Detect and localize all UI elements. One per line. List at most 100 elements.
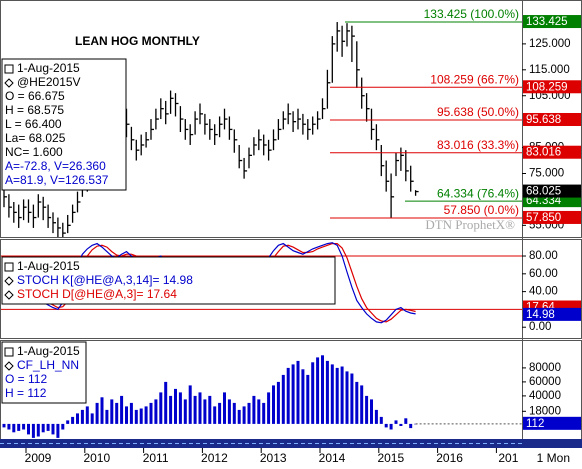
info-text: NC= 1.600	[5, 145, 63, 159]
bar	[316, 357, 320, 424]
bar	[276, 381, 280, 424]
bar	[355, 381, 359, 424]
bar	[311, 362, 315, 424]
info-box-frame	[1, 58, 127, 191]
bar	[174, 388, 177, 424]
bar	[286, 367, 290, 424]
bar	[115, 402, 119, 424]
bar	[61, 423, 65, 430]
value-box	[523, 416, 581, 430]
bar	[36, 423, 40, 437]
info-icon	[4, 64, 14, 74]
info-text: O = 66.675	[5, 89, 65, 103]
x-tick-label: 2010	[83, 451, 110, 465]
bar	[232, 402, 236, 424]
bar	[257, 399, 261, 424]
value-box-label: 14.98	[526, 309, 555, 321]
info-icon	[4, 276, 14, 286]
info-text: A=81.9, V=126.537	[5, 173, 109, 187]
bar	[262, 402, 266, 424]
legend-entry: STOCH K[@HE@A,3,14]= 14.98	[17, 273, 193, 287]
y-tick-label: 60000	[529, 376, 561, 388]
bar	[335, 367, 339, 424]
info-text: H = 68.575	[5, 103, 64, 117]
bar	[252, 395, 256, 424]
bar	[193, 395, 197, 424]
bar	[125, 406, 128, 424]
y-tick-label: 40000	[529, 390, 561, 402]
bar	[296, 360, 300, 424]
value-box	[523, 307, 581, 321]
bar	[227, 399, 231, 424]
bar	[384, 423, 388, 428]
info-text: 1-Aug-2015	[17, 344, 80, 358]
bar	[12, 423, 16, 433]
y-tick-label: 125.000	[529, 38, 571, 50]
bar	[46, 423, 50, 431]
info-box-frame	[1, 256, 336, 305]
bar	[90, 413, 94, 424]
bar	[213, 406, 217, 424]
fib-box-label: 57.850	[526, 212, 561, 224]
bar	[301, 369, 305, 424]
x-tick-label: 201	[498, 451, 518, 465]
bar	[237, 409, 241, 424]
info-text: A=-72.8, V=26.360	[5, 159, 106, 173]
fib-label: 95.638 (50.0%)	[437, 105, 519, 119]
bar	[370, 399, 373, 424]
bar	[71, 416, 75, 424]
fib-box-label: 108.259	[526, 81, 568, 93]
info-box-frame	[1, 341, 87, 404]
info-text: @HE2015V	[17, 75, 81, 89]
bar	[409, 423, 413, 429]
x-tick-label: 2013	[260, 451, 287, 465]
fib-label: 57.850 (0.0%)	[444, 203, 519, 217]
info-icon	[4, 262, 14, 272]
bar	[105, 409, 109, 424]
bar	[178, 392, 182, 424]
bar	[31, 423, 35, 438]
fib-box	[523, 15, 581, 29]
bar	[218, 402, 222, 424]
chart-title: LEAN HOG MONTHLY	[75, 34, 200, 48]
bar	[80, 409, 84, 424]
bar	[159, 392, 163, 424]
y-tick-label: 40.00	[529, 286, 558, 298]
bar	[17, 423, 21, 431]
fib-box-label: 64.334	[526, 195, 562, 207]
x-tick-label: 2016	[436, 451, 463, 465]
bar	[399, 423, 403, 426]
bar	[340, 366, 344, 424]
bar	[330, 364, 334, 424]
bar	[306, 374, 310, 424]
bar	[365, 395, 369, 424]
cf-bars	[2, 355, 418, 438]
price-bars	[3, 22, 419, 237]
info-text: H = 112	[5, 386, 47, 400]
bar	[2, 423, 6, 428]
bar	[76, 413, 79, 424]
bar	[350, 373, 354, 424]
last-price-box	[523, 184, 581, 198]
y-tick-label: 115.000	[529, 64, 570, 76]
fib-box-label: 95.638	[526, 114, 561, 126]
period-label: 1 Mon	[537, 451, 570, 465]
info-text: La= 68.025	[5, 131, 66, 145]
value-box-label: 112	[526, 418, 544, 430]
fib-label: 83.016 (33.3%)	[437, 138, 519, 152]
legend-entry: STOCH D[@HE@A,3]= 17.64	[17, 287, 177, 301]
bar	[242, 406, 246, 424]
bar	[139, 408, 143, 424]
bar	[325, 360, 329, 424]
bar	[203, 399, 207, 424]
bar	[51, 423, 55, 435]
x-tick-label: 2011	[143, 451, 169, 465]
fib-box	[523, 80, 581, 94]
bar	[85, 406, 89, 424]
fib-box	[523, 145, 581, 159]
info-text: O = 112	[5, 372, 47, 386]
bar	[110, 399, 114, 424]
bar	[7, 423, 11, 430]
bar	[345, 371, 349, 424]
bar	[154, 399, 158, 424]
